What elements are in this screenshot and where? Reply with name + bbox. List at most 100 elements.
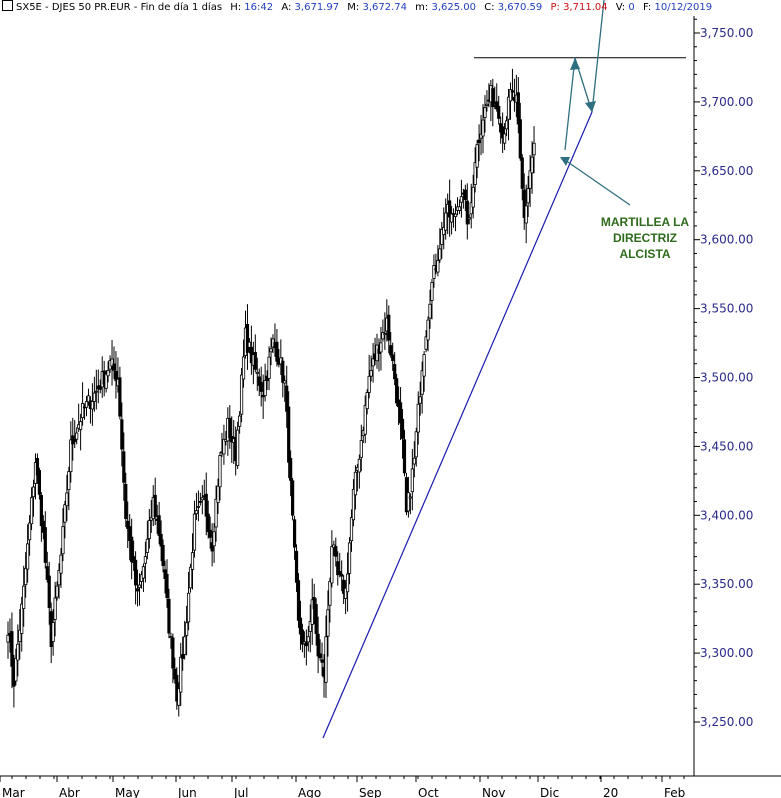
candle bbox=[145, 520, 149, 560]
candle bbox=[342, 575, 346, 604]
candle bbox=[516, 77, 520, 134]
candle bbox=[481, 104, 485, 154]
candle-body bbox=[98, 385, 102, 390]
candle bbox=[133, 551, 138, 605]
y-tick-label: 3,700.00 bbox=[700, 95, 753, 109]
candle bbox=[334, 537, 338, 567]
candle bbox=[287, 391, 291, 479]
candle bbox=[475, 140, 479, 179]
candle-body bbox=[10, 631, 14, 667]
candle bbox=[328, 577, 332, 623]
candle-body bbox=[183, 636, 187, 655]
candle bbox=[261, 374, 265, 419]
annotation-text-line: DIRECTRIZ bbox=[613, 231, 677, 245]
candle-body bbox=[31, 486, 36, 498]
candle-body bbox=[344, 587, 348, 599]
candle bbox=[171, 633, 175, 684]
candle bbox=[55, 581, 59, 601]
candle bbox=[110, 340, 114, 386]
candle-body bbox=[177, 688, 181, 706]
candle bbox=[208, 516, 212, 549]
candle-body bbox=[467, 217, 471, 220]
candle-body bbox=[236, 429, 240, 466]
candle bbox=[465, 183, 469, 240]
candle bbox=[147, 508, 151, 549]
candle bbox=[422, 351, 426, 392]
candle bbox=[14, 648, 18, 686]
a-label: A: bbox=[281, 2, 292, 13]
candle bbox=[10, 612, 14, 689]
candle-body bbox=[22, 585, 26, 609]
candle bbox=[92, 376, 96, 412]
candle bbox=[22, 565, 26, 627]
candle-body bbox=[167, 598, 171, 634]
candle-body bbox=[432, 265, 436, 279]
candle-body bbox=[110, 358, 114, 367]
candle bbox=[179, 642, 183, 707]
candle bbox=[39, 492, 43, 542]
candle bbox=[379, 326, 383, 371]
candle bbox=[80, 382, 85, 426]
candle-body bbox=[173, 668, 177, 680]
candle-body bbox=[300, 629, 305, 645]
candle bbox=[185, 605, 189, 656]
candle bbox=[200, 485, 204, 515]
candle bbox=[249, 325, 253, 375]
candle-body bbox=[130, 536, 134, 563]
candle bbox=[35, 453, 40, 484]
y-tick-label: 3,600.00 bbox=[700, 233, 753, 247]
candle bbox=[181, 636, 185, 671]
candle-body bbox=[141, 566, 146, 579]
candle bbox=[395, 373, 399, 407]
candle bbox=[426, 316, 430, 352]
candle bbox=[387, 305, 391, 354]
candle-body bbox=[185, 622, 189, 636]
candle bbox=[20, 596, 24, 652]
candle bbox=[269, 337, 273, 366]
candle-body bbox=[391, 354, 395, 362]
uptrend-line bbox=[322, 111, 593, 739]
candle bbox=[467, 214, 471, 225]
candle bbox=[61, 508, 65, 562]
candle bbox=[402, 429, 407, 477]
candle-body bbox=[263, 379, 267, 396]
candle-body bbox=[222, 438, 226, 455]
candle bbox=[188, 563, 193, 593]
candle bbox=[320, 642, 324, 676]
candle-body bbox=[169, 636, 173, 639]
candle-body bbox=[469, 202, 473, 215]
x-tick-label: 20 bbox=[603, 786, 618, 798]
candle bbox=[63, 500, 67, 539]
candle bbox=[508, 82, 513, 120]
x-tick-label: Sep bbox=[359, 786, 382, 798]
candle-body bbox=[504, 120, 509, 130]
candle bbox=[391, 342, 395, 371]
candle bbox=[449, 206, 454, 235]
candle bbox=[183, 620, 187, 660]
x-tick-label: Jul bbox=[233, 786, 248, 798]
menu-box-icon[interactable] bbox=[2, 0, 13, 11]
candle bbox=[175, 667, 179, 710]
candle-body bbox=[153, 494, 157, 518]
candle-body bbox=[37, 470, 42, 495]
candle bbox=[283, 375, 287, 402]
candle bbox=[122, 432, 126, 501]
candle-body bbox=[310, 599, 314, 625]
candle bbox=[344, 580, 348, 615]
candle bbox=[137, 573, 142, 606]
candle bbox=[153, 477, 157, 526]
candle bbox=[294, 544, 299, 593]
candle bbox=[186, 571, 191, 631]
candle bbox=[371, 342, 375, 383]
candle bbox=[410, 449, 414, 511]
candle bbox=[194, 492, 199, 521]
candle bbox=[312, 583, 316, 625]
candle-body bbox=[369, 370, 373, 377]
candle-body bbox=[324, 636, 328, 683]
a-value: 3,671.97 bbox=[294, 2, 340, 13]
candle bbox=[495, 83, 499, 112]
candle bbox=[51, 609, 55, 656]
candle-body bbox=[212, 531, 216, 547]
candle bbox=[222, 424, 226, 465]
